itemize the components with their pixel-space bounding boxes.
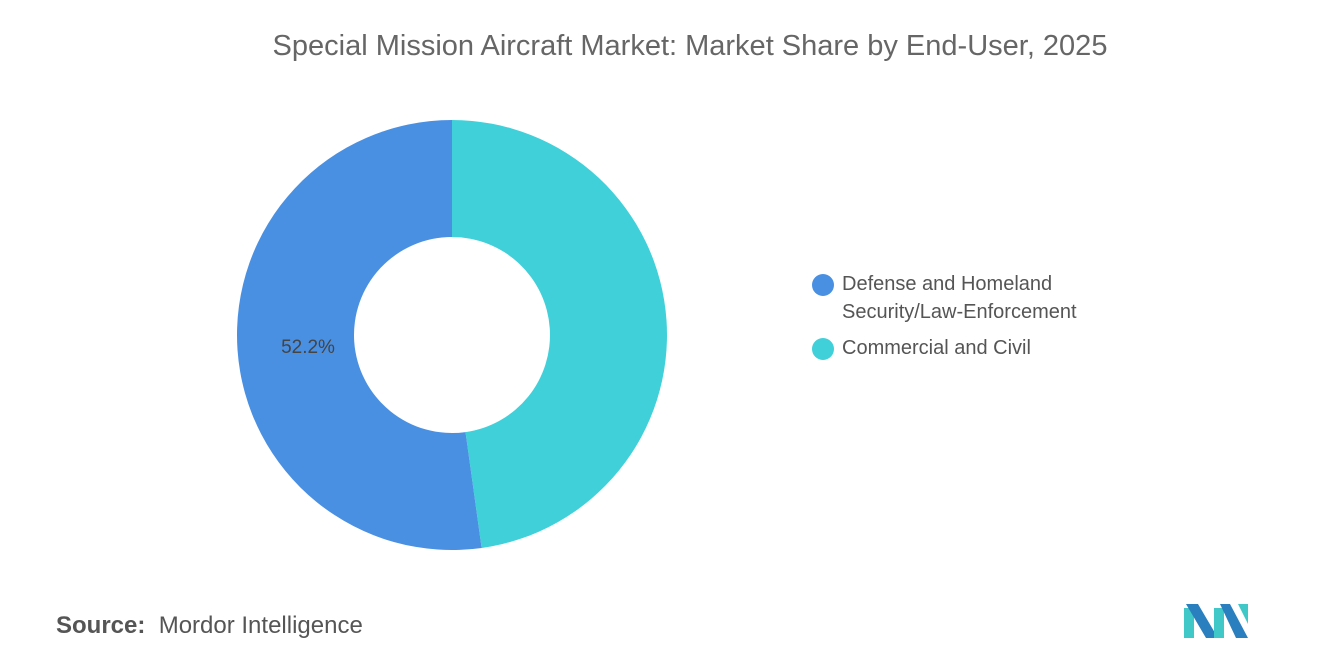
data-label-defense: 52.2% [281,337,335,358]
legend-swatch-defense [812,274,834,296]
source-value: Mordor Intelligence [158,612,363,639]
legend-swatch-commercial [812,338,834,360]
donut-slice-commercial[interactable] [452,120,667,548]
chart-title: Special Mission Aircraft Market: Market … [272,30,1108,62]
donut-slice-defense[interactable] [236,120,482,550]
legend-label-commercial: Commercial and Civil [842,337,1031,359]
legend-item-defense[interactable]: Defense and Homeland Security/Law-Enforce… [812,270,1077,326]
mordor-intelligence-logo [1184,604,1248,638]
legend-label-defense: Defense and Homeland Security/Law-Enforce… [842,273,1077,323]
source-label: Source: [56,612,146,639]
source-note: Source: Mordor Intelligence [56,612,363,640]
legend: Defense and Homeland Security/Law-Enforce… [812,270,1077,370]
legend-item-commercial[interactable]: Commercial and Civil [812,334,1077,362]
